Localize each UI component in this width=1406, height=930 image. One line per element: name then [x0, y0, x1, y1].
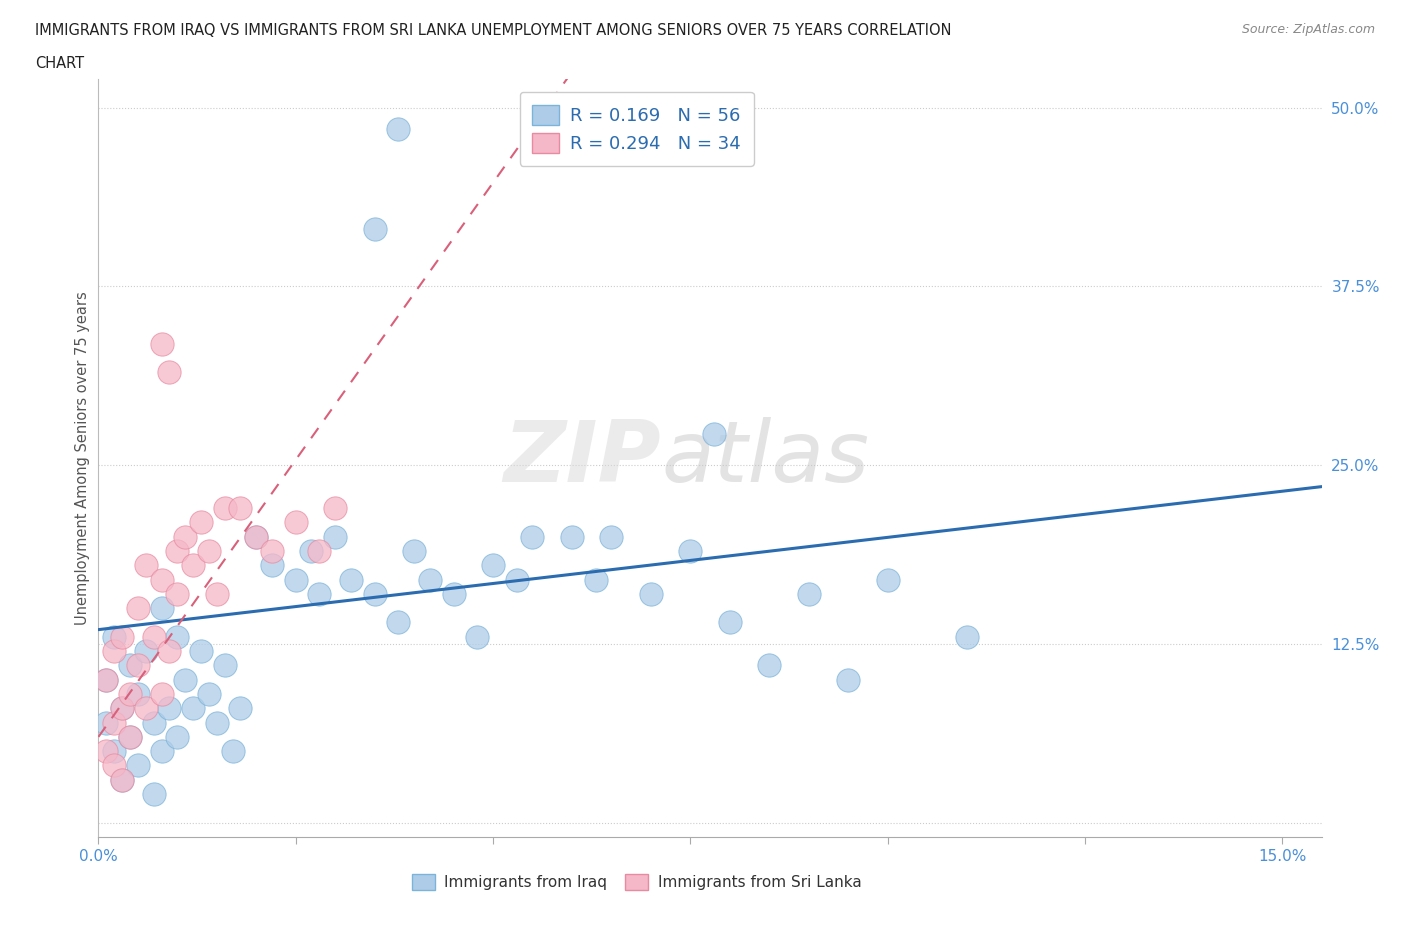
Point	[96, 672, 118, 687]
Point	[150, 744, 173, 759]
Point	[443, 587, 465, 602]
Point	[111, 772, 134, 787]
Point	[522, 529, 544, 544]
Point	[679, 543, 702, 558]
Point	[758, 658, 780, 672]
Point	[198, 686, 221, 701]
Point	[142, 630, 165, 644]
Point	[198, 543, 221, 558]
Point	[159, 365, 181, 379]
Point	[103, 630, 125, 644]
Point	[221, 744, 243, 759]
Point	[159, 644, 181, 658]
Point	[419, 572, 441, 587]
Point	[260, 558, 283, 573]
Point	[166, 543, 188, 558]
Text: Source: ZipAtlas.com: Source: ZipAtlas.com	[1241, 23, 1375, 36]
Point	[284, 515, 307, 530]
Point	[229, 701, 252, 716]
Point	[600, 529, 623, 544]
Point	[703, 426, 725, 441]
Point	[127, 758, 149, 773]
Text: CHART: CHART	[35, 56, 84, 71]
Point	[585, 572, 607, 587]
Point	[127, 601, 149, 616]
Point	[387, 122, 409, 137]
Point	[181, 701, 204, 716]
Legend: Immigrants from Iraq, Immigrants from Sri Lanka: Immigrants from Iraq, Immigrants from Sr…	[405, 867, 869, 897]
Point	[96, 744, 118, 759]
Point	[118, 658, 141, 672]
Point	[118, 729, 141, 744]
Point	[308, 543, 330, 558]
Point	[135, 558, 157, 573]
Point	[363, 587, 385, 602]
Point	[465, 630, 488, 644]
Point	[166, 587, 188, 602]
Point	[150, 572, 173, 587]
Point	[482, 558, 505, 573]
Point	[205, 715, 228, 730]
Point	[205, 587, 228, 602]
Text: IMMIGRANTS FROM IRAQ VS IMMIGRANTS FROM SRI LANKA UNEMPLOYMENT AMONG SENIORS OVE: IMMIGRANTS FROM IRAQ VS IMMIGRANTS FROM …	[35, 23, 952, 38]
Point	[159, 701, 181, 716]
Point	[150, 336, 173, 351]
Point	[127, 686, 149, 701]
Point	[837, 672, 859, 687]
Text: atlas: atlas	[661, 417, 869, 499]
Point	[103, 758, 125, 773]
Point	[181, 558, 204, 573]
Point	[103, 744, 125, 759]
Point	[166, 729, 188, 744]
Point	[245, 529, 267, 544]
Point	[135, 644, 157, 658]
Point	[284, 572, 307, 587]
Point	[142, 715, 165, 730]
Point	[308, 587, 330, 602]
Point	[797, 587, 820, 602]
Point	[245, 529, 267, 544]
Point	[103, 644, 125, 658]
Point	[174, 529, 197, 544]
Point	[323, 529, 346, 544]
Point	[142, 787, 165, 802]
Point	[876, 572, 898, 587]
Text: ZIP: ZIP	[503, 417, 661, 499]
Y-axis label: Unemployment Among Seniors over 75 years: Unemployment Among Seniors over 75 years	[75, 291, 90, 625]
Point	[561, 529, 583, 544]
Point	[404, 543, 426, 558]
Point	[103, 715, 125, 730]
Point	[96, 672, 118, 687]
Point	[214, 658, 236, 672]
Point	[640, 587, 662, 602]
Point	[718, 615, 741, 630]
Point	[955, 630, 977, 644]
Point	[387, 615, 409, 630]
Point	[118, 729, 141, 744]
Point	[111, 772, 134, 787]
Point	[127, 658, 149, 672]
Point	[214, 500, 236, 515]
Point	[96, 715, 118, 730]
Point	[340, 572, 363, 587]
Point	[150, 686, 173, 701]
Point	[190, 515, 212, 530]
Point	[111, 701, 134, 716]
Point	[505, 572, 527, 587]
Point	[260, 543, 283, 558]
Point	[323, 500, 346, 515]
Point	[301, 543, 323, 558]
Point	[111, 701, 134, 716]
Point	[174, 672, 197, 687]
Point	[111, 630, 134, 644]
Point	[150, 601, 173, 616]
Point	[229, 500, 252, 515]
Point	[363, 221, 385, 236]
Point	[166, 630, 188, 644]
Point	[118, 686, 141, 701]
Point	[190, 644, 212, 658]
Point	[135, 701, 157, 716]
